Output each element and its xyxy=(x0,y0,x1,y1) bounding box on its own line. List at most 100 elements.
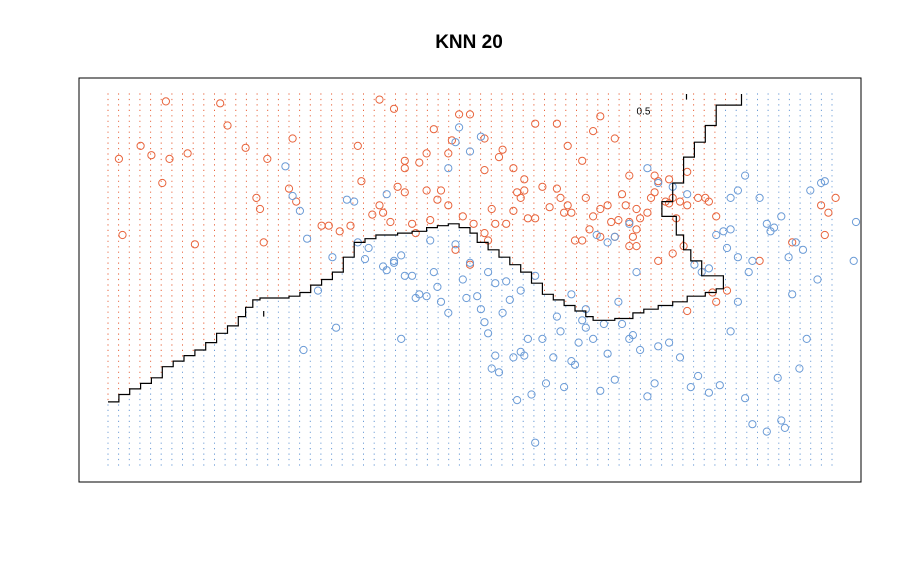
data-point-class-a xyxy=(538,182,547,191)
data-point-class-b xyxy=(704,264,714,273)
data-point-class-a xyxy=(755,256,764,265)
data-point-class-a xyxy=(585,225,594,234)
data-point-class-a xyxy=(589,127,598,136)
data-point-class-a xyxy=(444,201,453,210)
plot-frame xyxy=(78,77,862,483)
data-point-class-a xyxy=(241,143,250,152)
data-point-class-b xyxy=(574,338,583,347)
data-point-class-b xyxy=(527,390,536,399)
data-point-class-b xyxy=(777,212,786,221)
data-point-class-b xyxy=(777,416,786,425)
data-point-class-b xyxy=(332,323,341,332)
data-point-class-a xyxy=(570,236,580,245)
data-point-class-a xyxy=(415,158,424,167)
data-point-class-b xyxy=(766,227,775,236)
data-point-class-a xyxy=(255,204,265,214)
data-point-class-b xyxy=(733,186,743,195)
data-point-class-a xyxy=(646,193,656,202)
grid-dots-class-b xyxy=(107,93,833,466)
data-point-class-b xyxy=(820,177,829,186)
data-point-class-b xyxy=(851,217,861,227)
data-point-class-a xyxy=(563,141,572,150)
data-point-class-a xyxy=(426,216,435,225)
data-point-class-a xyxy=(632,204,641,214)
data-point-class-a xyxy=(259,238,268,247)
data-point-class-b xyxy=(303,234,312,243)
data-point-class-b xyxy=(473,292,482,301)
data-point-class-b xyxy=(422,292,431,301)
data-point-class-b xyxy=(513,396,522,405)
data-point-class-a xyxy=(523,214,533,223)
data-point-class-b xyxy=(748,256,757,265)
data-point-class-a xyxy=(704,197,714,206)
data-point-class-b xyxy=(654,178,663,188)
data-point-class-a xyxy=(422,149,431,158)
data-point-class-a xyxy=(487,204,496,214)
data-point-class-b xyxy=(567,290,576,299)
data-point-class-b xyxy=(494,368,504,377)
data-point-class-b xyxy=(755,193,764,202)
data-point-class-b xyxy=(498,308,507,317)
data-point-class-a xyxy=(263,154,272,163)
data-point-class-b xyxy=(531,438,540,447)
data-point-class-a xyxy=(603,201,612,210)
data-point-class-b xyxy=(806,186,815,195)
data-point-class-a xyxy=(353,141,362,150)
data-point-class-b xyxy=(748,420,757,429)
data-point-class-a xyxy=(393,182,402,191)
data-point-class-a xyxy=(614,216,623,225)
data-point-class-b xyxy=(433,282,442,291)
data-point-class-a xyxy=(712,212,721,221)
data-point-class-b xyxy=(480,318,489,327)
data-point-class-a xyxy=(158,178,167,188)
data-point-class-a xyxy=(621,201,630,210)
data-point-class-a xyxy=(654,256,663,265)
data-point-class-b xyxy=(686,383,695,392)
data-point-class-b xyxy=(694,371,703,381)
data-point-class-a xyxy=(552,184,562,193)
data-point-class-a xyxy=(520,175,529,184)
data-point-class-b xyxy=(429,268,438,277)
data-point-class-b xyxy=(281,162,290,171)
data-point-class-a xyxy=(161,97,170,106)
data-point-class-b xyxy=(617,319,627,329)
data-point-class-b xyxy=(780,423,790,432)
data-point-class-b xyxy=(408,271,417,280)
data-point-class-b xyxy=(654,342,663,351)
data-point-class-a xyxy=(317,221,326,230)
points-layer xyxy=(114,95,861,447)
data-point-class-b xyxy=(516,286,525,295)
data-point-class-a xyxy=(408,219,417,228)
data-point-class-b xyxy=(531,271,540,280)
data-point-class-a xyxy=(375,95,384,104)
data-point-class-a xyxy=(252,193,261,202)
data-point-class-a xyxy=(712,297,721,306)
data-point-class-a xyxy=(596,112,605,121)
grid-dots-class-a xyxy=(107,93,737,401)
data-point-class-b xyxy=(484,329,493,338)
data-point-class-b xyxy=(436,297,446,306)
data-point-class-b xyxy=(744,268,753,277)
data-point-class-a xyxy=(183,149,192,158)
data-point-class-b xyxy=(389,256,399,265)
data-point-class-a xyxy=(650,171,659,180)
data-point-class-b xyxy=(476,132,485,141)
decision-boundary xyxy=(108,94,743,403)
data-point-class-b xyxy=(589,334,598,343)
data-point-class-a xyxy=(556,193,565,202)
data-point-class-b xyxy=(762,427,771,436)
data-point-class-a xyxy=(520,186,529,195)
data-point-class-a xyxy=(722,286,732,295)
data-point-class-b xyxy=(364,243,373,253)
data-point-class-b xyxy=(295,206,304,215)
data-point-class-a xyxy=(632,225,641,234)
data-point-class-a xyxy=(444,149,453,158)
data-point-class-a xyxy=(636,214,645,223)
data-point-class-a xyxy=(451,245,460,254)
data-point-class-a xyxy=(114,154,124,163)
data-point-class-b xyxy=(614,297,623,306)
data-point-class-a xyxy=(567,208,576,217)
data-point-class-b xyxy=(741,171,750,180)
data-point-class-a xyxy=(469,219,478,228)
data-point-class-a xyxy=(433,195,442,204)
